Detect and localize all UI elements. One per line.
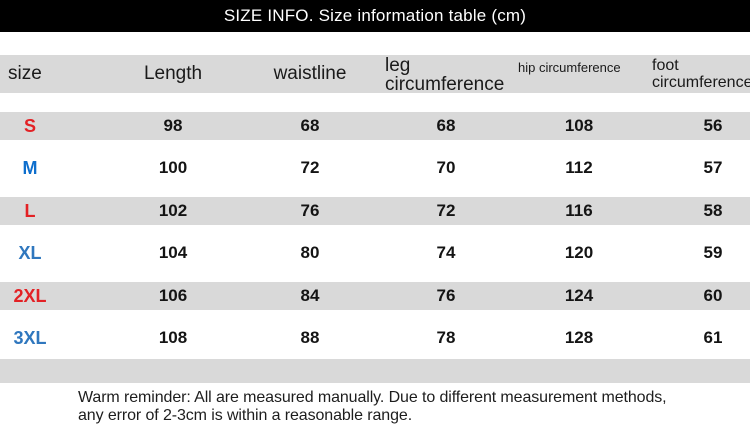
size-label: L bbox=[24, 201, 36, 221]
bottom-stripe bbox=[0, 359, 750, 383]
table-row-xl: XL 104 80 74 120 59 bbox=[0, 232, 750, 274]
foot-circumference-value: 58 bbox=[703, 201, 723, 220]
hip-circumference-value: 108 bbox=[564, 116, 594, 135]
waistline-value: 68 bbox=[300, 116, 320, 135]
size-label: M bbox=[22, 158, 38, 178]
warm-reminder-note: Warm reminder: All are measured manually… bbox=[78, 389, 667, 425]
leg-circumference-value: 72 bbox=[436, 201, 456, 220]
column-header-hip-circumference: hip circumference bbox=[518, 60, 621, 75]
foot-circumference-value: 60 bbox=[703, 286, 723, 305]
waistline-value: 88 bbox=[300, 328, 320, 347]
length-value: 108 bbox=[158, 328, 188, 347]
waistline-value: 84 bbox=[300, 286, 320, 305]
hip-circumference-value: 112 bbox=[565, 158, 593, 177]
waistline-value: 72 bbox=[300, 158, 320, 177]
warm-reminder-line-2: any error of 2-3cm is within a reasonabl… bbox=[78, 407, 413, 424]
table-header-row: size Length waistline leg circumference … bbox=[0, 55, 750, 95]
size-label: 2XL bbox=[13, 286, 47, 306]
leg-circumference-value: 78 bbox=[436, 328, 456, 347]
foot-circumference-value: 57 bbox=[703, 158, 723, 177]
foot-circumference-value: 56 bbox=[703, 116, 723, 135]
hip-circumference-value: 128 bbox=[564, 328, 594, 347]
size-label: XL bbox=[18, 243, 42, 263]
length-value: 104 bbox=[158, 243, 188, 262]
length-value: 102 bbox=[158, 201, 188, 220]
size-label: 3XL bbox=[13, 328, 47, 348]
leg-circumference-value: 74 bbox=[436, 243, 456, 262]
table-row-2xl: 2XL 106 84 76 124 60 bbox=[0, 275, 750, 317]
warm-reminder-line-1: Warm reminder: All are measured manually… bbox=[78, 389, 667, 406]
leg-circumference-value: 76 bbox=[436, 286, 456, 305]
foot-circumference-value: 61 bbox=[703, 328, 723, 347]
size-label: S bbox=[23, 116, 36, 136]
leg-circumference-value: 68 bbox=[436, 116, 456, 135]
length-value: 98 bbox=[163, 116, 183, 135]
table-row-3xl: 3XL 108 88 78 128 61 bbox=[0, 317, 750, 359]
hip-circumference-value: 120 bbox=[564, 243, 594, 262]
column-header-size: size bbox=[8, 63, 42, 84]
table-row-l: L 102 76 72 116 58 bbox=[0, 190, 750, 232]
hip-circumference-value: 116 bbox=[565, 201, 593, 220]
table-row-m: M 100 72 70 112 57 bbox=[0, 147, 750, 189]
column-header-foot-circumference: foot circumference bbox=[652, 57, 750, 91]
leg-circumference-value: 70 bbox=[436, 158, 456, 177]
hip-circumference-value: 124 bbox=[564, 286, 594, 305]
column-header-leg-circumference: leg circumference bbox=[385, 55, 505, 95]
column-header-length: Length bbox=[143, 63, 203, 84]
foot-circumference-value: 59 bbox=[703, 243, 723, 262]
column-header-waistline: waistline bbox=[273, 63, 347, 84]
length-value: 106 bbox=[158, 286, 188, 305]
length-value: 100 bbox=[158, 158, 188, 177]
waistline-value: 80 bbox=[300, 243, 320, 262]
page-title: SIZE INFO. Size information table (cm) bbox=[223, 6, 527, 25]
title-bar: SIZE INFO. Size information table (cm) bbox=[0, 0, 750, 32]
waistline-value: 76 bbox=[300, 201, 320, 220]
table-row-s: S 98 68 68 108 56 bbox=[0, 105, 750, 147]
